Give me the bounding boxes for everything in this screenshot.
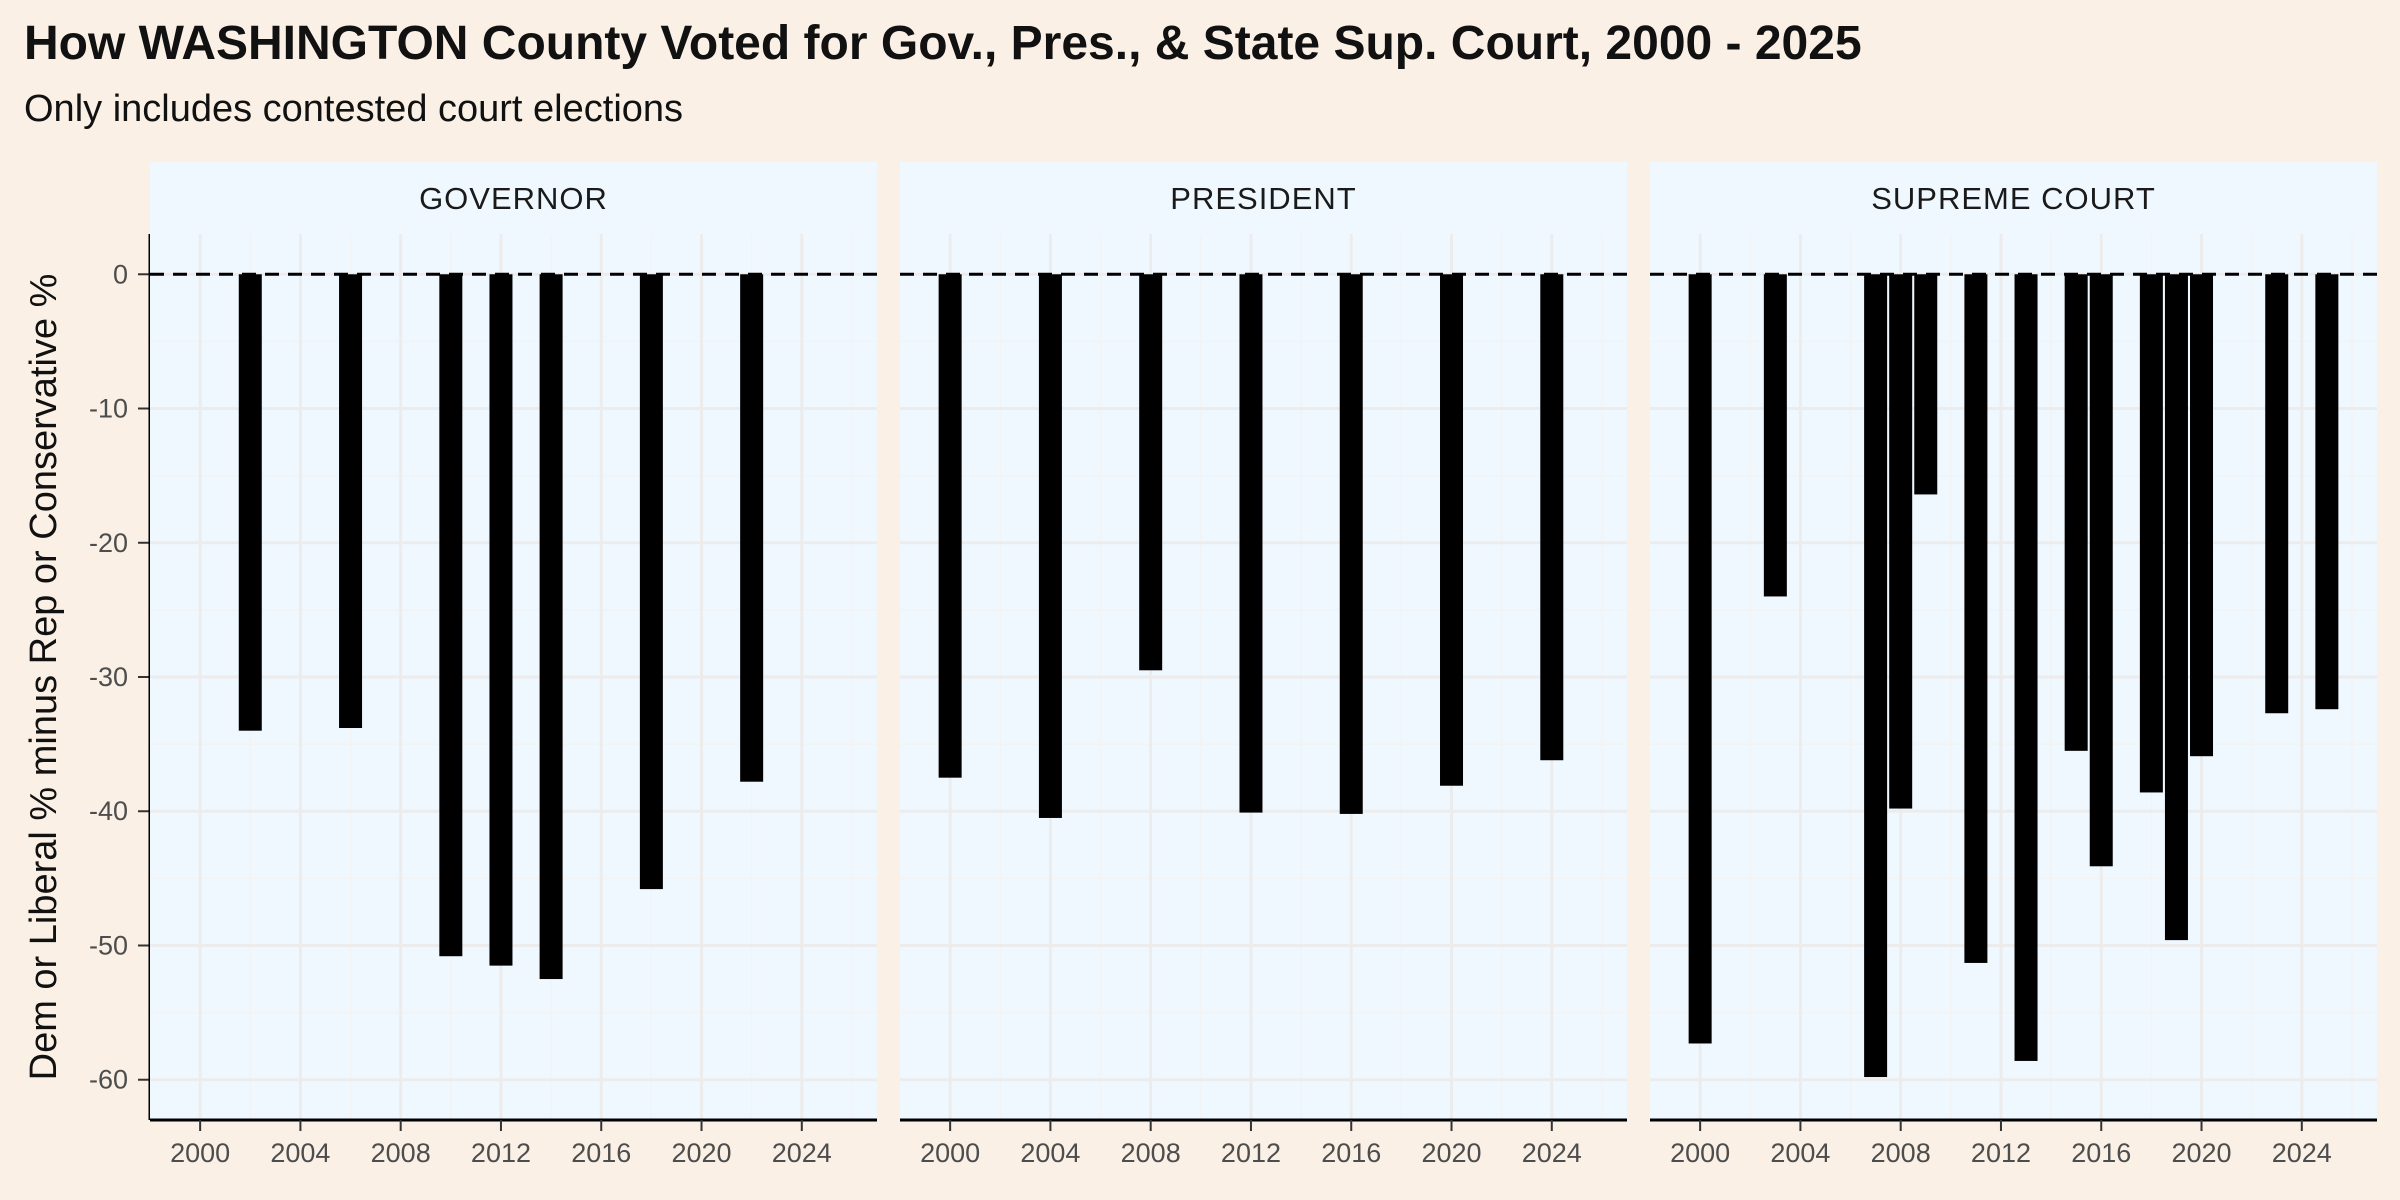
bar [1688, 274, 1712, 1044]
y-tick-label: -60 [89, 1065, 128, 1095]
bar [2265, 274, 2289, 714]
bar [938, 274, 962, 778]
x-tick-label: 2012 [471, 1138, 531, 1168]
bar [539, 274, 563, 980]
bar [2064, 274, 2088, 751]
x-tick-label: 2008 [1871, 1138, 1931, 1168]
y-axis-title: Dem or Liberal % minus Rep or Conservati… [23, 274, 65, 1081]
bar [1440, 274, 1464, 786]
x-tick-label: 2024 [1522, 1138, 1582, 1168]
x-tick-label: 2020 [1421, 1138, 1481, 1168]
panel-strip [1650, 162, 2377, 234]
x-tick-label: 2024 [2272, 1138, 2332, 1168]
bar [2014, 274, 2038, 1061]
bar [1339, 274, 1363, 814]
x-tick-label: 2024 [772, 1138, 832, 1168]
y-tick-label: -10 [89, 394, 128, 424]
chart-subtitle: Only includes contested court elections [24, 88, 684, 130]
x-tick-label: 2016 [2071, 1138, 2131, 1168]
bar [1038, 274, 1062, 818]
bar [1540, 274, 1564, 761]
x-tick-label: 2016 [571, 1138, 631, 1168]
x-tick-label: 2008 [1121, 1138, 1181, 1168]
bar [740, 274, 764, 782]
panel-strip-label: PRESIDENT [1170, 181, 1356, 216]
panel-strip [150, 162, 877, 234]
bar [2164, 274, 2188, 941]
x-tick-label: 2012 [1221, 1138, 1281, 1168]
bar [1914, 274, 1938, 495]
panel-supreme-court: SUPREME COURT 2000 2004 2008 2012 2016 2020 202… [1650, 162, 2377, 1168]
x-tick-label: 2004 [1770, 1138, 1830, 1168]
y-tick-label: 0 [113, 259, 128, 289]
panel-strip-label: GOVERNOR [419, 181, 608, 216]
x-tick-label: 2000 [1670, 1138, 1730, 1168]
bar [2315, 274, 2339, 710]
x-tick-label: 2000 [170, 1138, 230, 1168]
bar [1864, 274, 1888, 1078]
bar [2139, 274, 2163, 793]
y-tick-label: -20 [89, 528, 128, 558]
panel-strip [900, 162, 1627, 234]
bar [1139, 274, 1163, 671]
panel-president: PRESIDENT 2000 2004 2008 2012 2016 2020 2024 [900, 162, 1627, 1168]
bar [1964, 274, 1988, 963]
bar [1763, 274, 1787, 597]
bar [1889, 274, 1913, 809]
x-tick-label: 2004 [270, 1138, 330, 1168]
y-tick-label: -40 [89, 796, 128, 826]
x-tick-label: 2004 [1020, 1138, 1080, 1168]
bar [2089, 274, 2113, 867]
x-tick-label: 2020 [2171, 1138, 2231, 1168]
y-tick-label: -30 [89, 662, 128, 692]
bar [639, 274, 663, 890]
bar [238, 274, 262, 731]
bar [339, 274, 363, 729]
y-tick-label: -50 [89, 930, 128, 960]
chart-title: How WASHINGTON County Voted for Gov., Pr… [24, 17, 1862, 70]
x-tick-label: 2008 [371, 1138, 431, 1168]
bar [2190, 274, 2214, 757]
x-tick-label: 2016 [1321, 1138, 1381, 1168]
bar [489, 274, 513, 966]
x-tick-label: 2000 [920, 1138, 980, 1168]
x-tick-label: 2012 [1971, 1138, 2031, 1168]
bar [439, 274, 463, 957]
bar [1239, 274, 1263, 813]
panel-strip-label: SUPREME COURT [1871, 181, 2156, 216]
panel-governor: GOVERNOR 2000 2004 2008 2012 2016 2020 2024 [150, 162, 877, 1168]
x-tick-label: 2020 [671, 1138, 731, 1168]
